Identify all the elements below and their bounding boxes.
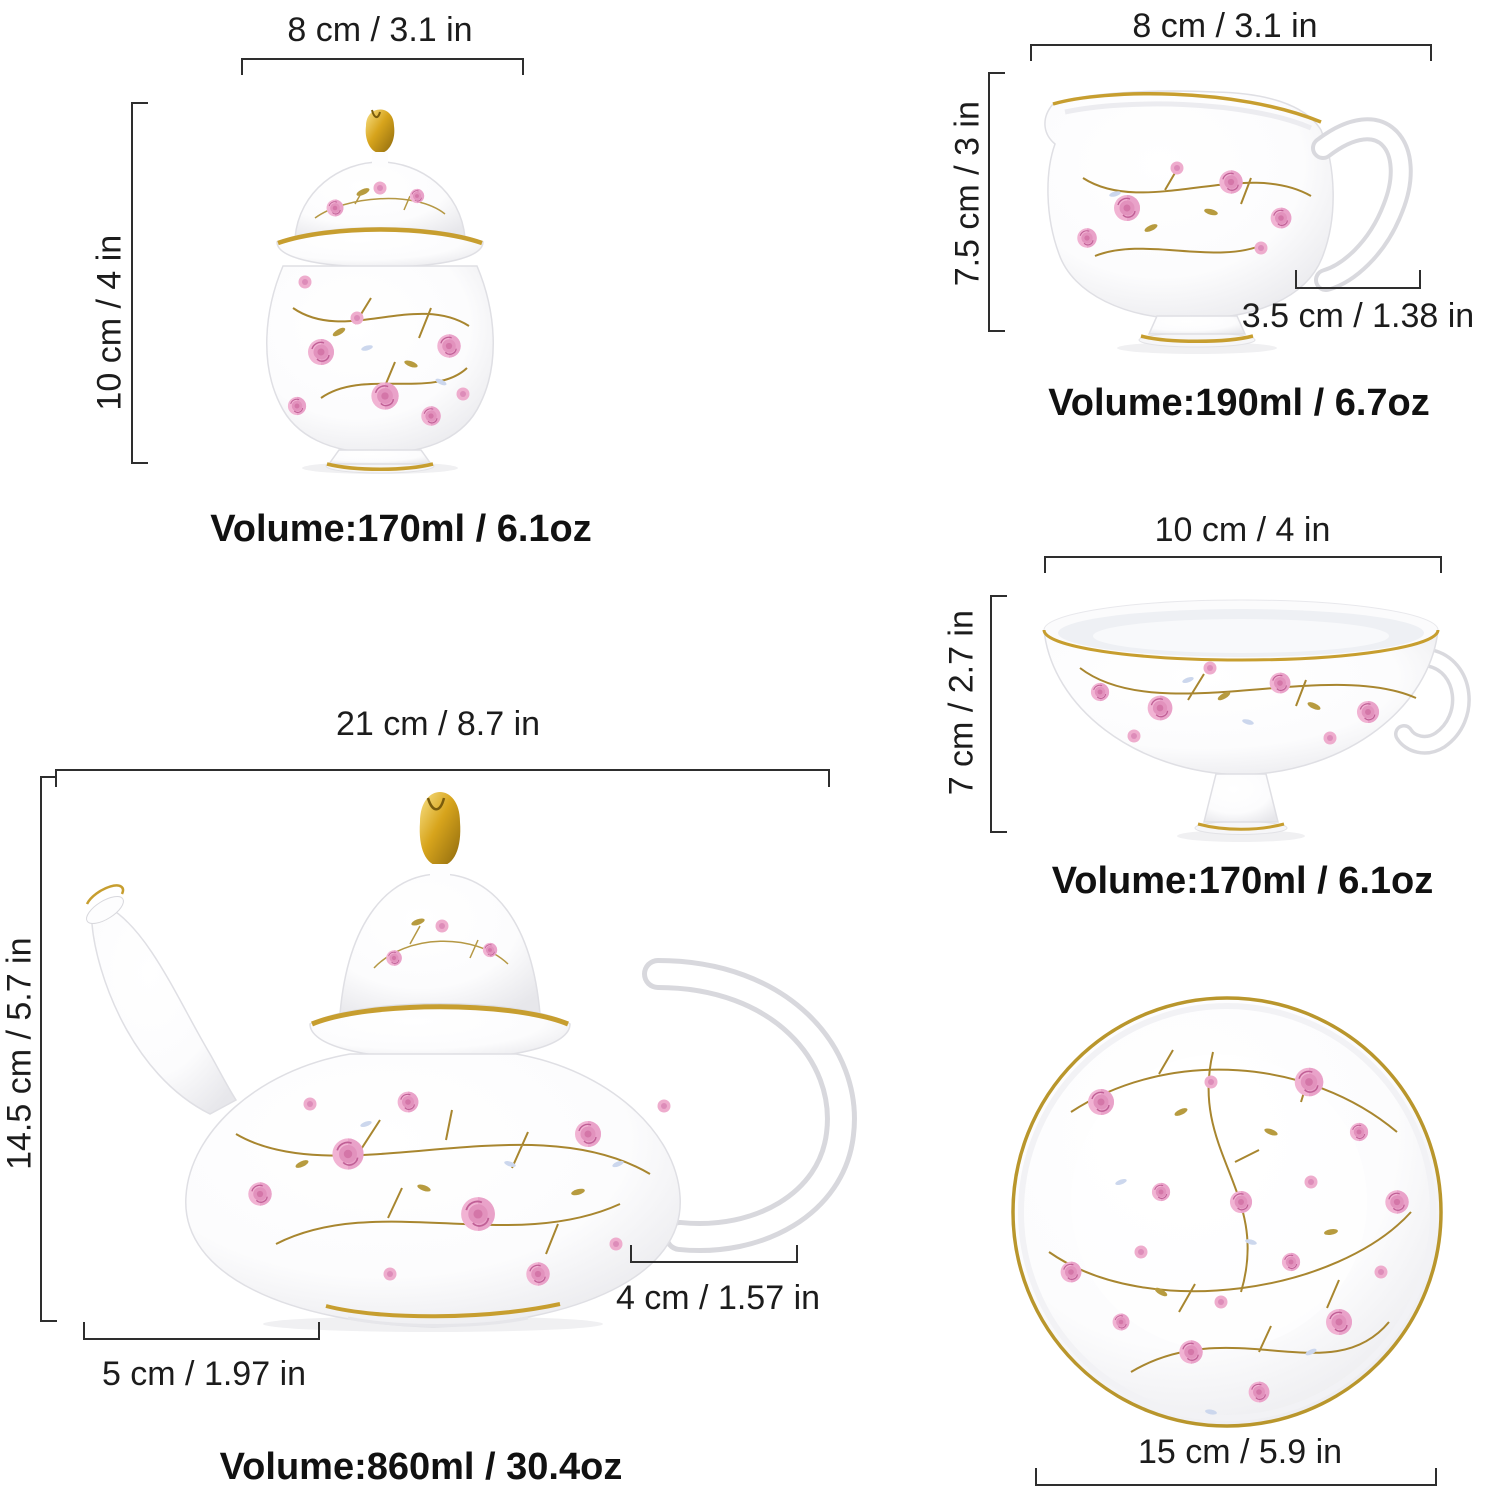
saucer-diameter-dimension-line xyxy=(1035,1468,1437,1486)
teapot-base-label: 5 cm / 1.97 in xyxy=(101,1355,307,1393)
sugar-bowl-volume-label: Volume:170ml / 6.1oz xyxy=(210,508,592,550)
creamer-width-dimension-line xyxy=(1030,44,1432,61)
teapot-spout-label: 4 cm / 1.57 in xyxy=(615,1279,821,1317)
saucer-image xyxy=(1011,996,1443,1428)
teacup-height-label: 7 cm / 2.7 in xyxy=(942,610,981,796)
teapot-volume-label: Volume:860ml / 30.4oz xyxy=(219,1446,623,1488)
sugar-bowl-image xyxy=(266,109,494,474)
teapot-spout-dimension-line xyxy=(630,1245,798,1263)
creamer-handle-dimension-line xyxy=(1295,270,1421,289)
teacup-image xyxy=(1042,599,1471,842)
teacup-volume-label: Volume:170ml / 6.1oz xyxy=(1051,860,1434,902)
creamer-height-dimension-line xyxy=(988,72,1005,332)
teapot-width-dimension-line xyxy=(55,769,830,787)
saucer-diameter-label: 15 cm / 5.9 in xyxy=(1137,1433,1343,1471)
creamer-volume-label: Volume:190ml / 6.7oz xyxy=(1048,382,1430,424)
teacup-width-dimension-line xyxy=(1044,556,1442,573)
teapot-height-dimension-line xyxy=(40,776,57,1322)
sugar-bowl-width-label: 8 cm / 3.1 in xyxy=(287,11,473,49)
creamer-handle-label: 3.5 cm / 1.38 in xyxy=(1241,297,1475,335)
teapot-height-label: 14.5 cm / 5.7 in xyxy=(0,937,39,1170)
sugar-bowl-width-dimension-line xyxy=(241,58,524,75)
creamer-height-label: 7.5 cm / 3 in xyxy=(948,101,987,287)
teacup-width-label: 10 cm / 4 in xyxy=(1154,511,1331,549)
teacup-height-dimension-line xyxy=(990,595,1007,833)
teapot-base-dimension-line xyxy=(83,1322,320,1340)
creamer-width-label: 8 cm / 3.1 in xyxy=(1132,7,1318,45)
sugar-bowl-height-label: 10 cm / 4 in xyxy=(90,234,129,411)
creamer-image xyxy=(1044,90,1413,354)
teapot-image xyxy=(85,792,857,1332)
sugar-bowl-height-dimension-line xyxy=(131,102,148,464)
teapot-width-label: 21 cm / 8.7 in xyxy=(335,705,541,743)
